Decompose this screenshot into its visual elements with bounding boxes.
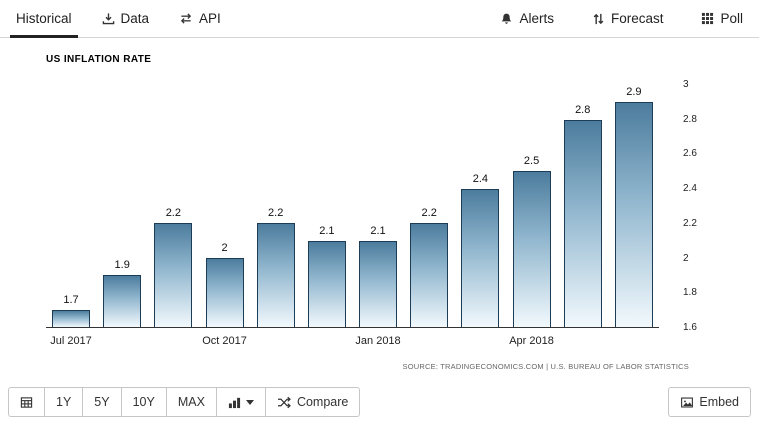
plot-area: 1.7 Jul 2017 1.9 2.2 2 Oct 2017 2.2 2.1 2.1 Jan 2… bbox=[46, 80, 697, 347]
embed-label: Embed bbox=[699, 395, 739, 409]
bar-value-label: 2.4 bbox=[472, 172, 489, 185]
bar-column[interactable]: 2.1 bbox=[307, 85, 346, 327]
bar[interactable] bbox=[512, 171, 551, 327]
forecast-label: Forecast bbox=[610, 11, 664, 26]
bar-plot: 1.7 Jul 2017 1.9 2.2 2 Oct 2017 2.2 2.1 2.1 Jan 2… bbox=[46, 85, 659, 347]
y-axis: 1.6 1.8 2 2.2 2.4 2.6 2.8 3 bbox=[659, 80, 719, 333]
bar-value-label: 1.9 bbox=[114, 259, 130, 272]
bar[interactable] bbox=[410, 223, 449, 327]
calendar-button[interactable] bbox=[8, 387, 45, 417]
range-max-button[interactable]: MAX bbox=[165, 387, 217, 417]
bar-column[interactable]: 2.2 bbox=[154, 85, 193, 327]
y-axis-label: 2.8 bbox=[683, 113, 697, 125]
bar-column[interactable]: 2.5 Apr 2018 bbox=[509, 85, 554, 347]
compare-label: Compare bbox=[296, 395, 349, 409]
x-axis-label: Jul 2017 bbox=[50, 335, 92, 347]
bell-icon bbox=[500, 12, 513, 26]
chart-controls-group: 1Y 5Y 10Y MAX Compare bbox=[8, 387, 361, 417]
bar[interactable] bbox=[103, 275, 142, 327]
bar-column[interactable]: 2.4 bbox=[461, 85, 500, 327]
tab-historical[interactable]: Historical bbox=[10, 0, 78, 38]
range-max-label: MAX bbox=[177, 395, 205, 409]
bar-column[interactable]: 2.1 Jan 2018 bbox=[355, 85, 400, 347]
bar-column[interactable]: 2.8 bbox=[563, 85, 602, 327]
compare-shuffle-icon bbox=[277, 396, 292, 409]
poll-button[interactable]: Poll bbox=[695, 0, 749, 37]
download-icon bbox=[102, 12, 115, 25]
tab-data-label: Data bbox=[120, 11, 150, 26]
tab-api-label: API bbox=[199, 11, 221, 26]
range-5y-label: 5Y bbox=[94, 395, 110, 409]
bar-column[interactable]: 2.9 bbox=[614, 85, 653, 327]
range-5y-button[interactable]: 5Y bbox=[82, 387, 122, 417]
bar-value-label: 2.1 bbox=[319, 224, 335, 237]
compare-button[interactable]: Compare bbox=[264, 387, 361, 417]
tab-api[interactable]: API bbox=[173, 0, 227, 37]
chart-title: US INFLATION RATE bbox=[46, 54, 152, 65]
bar-value-label: 2.2 bbox=[421, 207, 437, 220]
bar[interactable] bbox=[614, 102, 653, 327]
bar-value-label: 2.9 bbox=[626, 86, 642, 99]
chart-type-button[interactable] bbox=[215, 387, 266, 417]
bar-value-label: 2.2 bbox=[165, 207, 181, 220]
x-axis-label: Apr 2018 bbox=[509, 335, 554, 347]
bar-column[interactable]: 1.7 Jul 2017 bbox=[50, 85, 92, 347]
bottom-toolbar: 1Y 5Y 10Y MAX Compare Embed bbox=[0, 387, 759, 417]
y-axis-label: 1.8 bbox=[683, 287, 697, 299]
top-navigation: Historical Data API Alerts Forecast bbox=[0, 0, 759, 38]
bar[interactable] bbox=[154, 223, 193, 327]
source-attribution: SOURCE: TRADINGECONOMICS.COM | U.S. BURE… bbox=[402, 362, 689, 371]
alerts-button[interactable]: Alerts bbox=[494, 0, 560, 37]
bar[interactable] bbox=[359, 240, 398, 327]
bar-value-label: 1.7 bbox=[63, 293, 79, 306]
bar-chart-icon bbox=[228, 396, 241, 409]
bar-value-label: 2.1 bbox=[370, 224, 386, 237]
bar[interactable] bbox=[205, 257, 244, 327]
x-axis-label: Oct 2017 bbox=[202, 335, 247, 347]
bar-value-label: 2 bbox=[221, 241, 228, 254]
exchange-arrows-icon bbox=[179, 12, 193, 25]
y-axis-label: 1.6 bbox=[683, 322, 697, 333]
range-10y-label: 10Y bbox=[132, 395, 155, 409]
calendar-icon bbox=[20, 396, 33, 409]
image-icon bbox=[680, 396, 694, 409]
bar[interactable] bbox=[52, 309, 90, 327]
bar[interactable] bbox=[256, 223, 295, 327]
y-axis-label: 2.6 bbox=[683, 148, 697, 160]
bar-column[interactable]: 1.9 bbox=[103, 85, 142, 327]
bar[interactable] bbox=[307, 240, 346, 327]
y-axis-label: 2 bbox=[683, 252, 689, 264]
nav-tabs: Historical Data API bbox=[10, 0, 245, 38]
alerts-label: Alerts bbox=[519, 11, 554, 26]
range-1y-label: 1Y bbox=[56, 395, 72, 409]
y-axis-label: 2.2 bbox=[683, 217, 697, 229]
up-down-arrows-icon bbox=[592, 12, 605, 26]
chart-card: US INFLATION RATE 1.7 Jul 2017 1.9 2.2 2 Oct … bbox=[0, 38, 759, 371]
forecast-button[interactable]: Forecast bbox=[586, 0, 670, 37]
chevron-down-icon bbox=[245, 399, 254, 405]
grid-icon bbox=[701, 12, 714, 25]
bar[interactable] bbox=[461, 188, 500, 327]
embed-button[interactable]: Embed bbox=[668, 387, 751, 417]
poll-label: Poll bbox=[720, 11, 743, 26]
y-axis-label: 3 bbox=[683, 79, 689, 90]
bar-column[interactable]: 2.2 bbox=[410, 85, 449, 327]
tab-historical-label: Historical bbox=[16, 11, 72, 26]
range-1y-button[interactable]: 1Y bbox=[44, 387, 84, 417]
bar-column[interactable]: 2.2 bbox=[256, 85, 295, 327]
range-10y-button[interactable]: 10Y bbox=[120, 387, 167, 417]
y-axis-label: 2.4 bbox=[683, 183, 697, 195]
bar[interactable] bbox=[563, 119, 602, 327]
bar-column[interactable]: 2 Oct 2017 bbox=[202, 85, 247, 347]
tab-data[interactable]: Data bbox=[96, 0, 156, 37]
x-axis-label: Jan 2018 bbox=[355, 335, 401, 347]
bar-value-label: 2.8 bbox=[575, 103, 591, 116]
bar-value-label: 2.2 bbox=[268, 207, 284, 220]
nav-actions: Alerts Forecast Poll bbox=[468, 0, 749, 37]
bar-value-label: 2.5 bbox=[523, 155, 540, 168]
